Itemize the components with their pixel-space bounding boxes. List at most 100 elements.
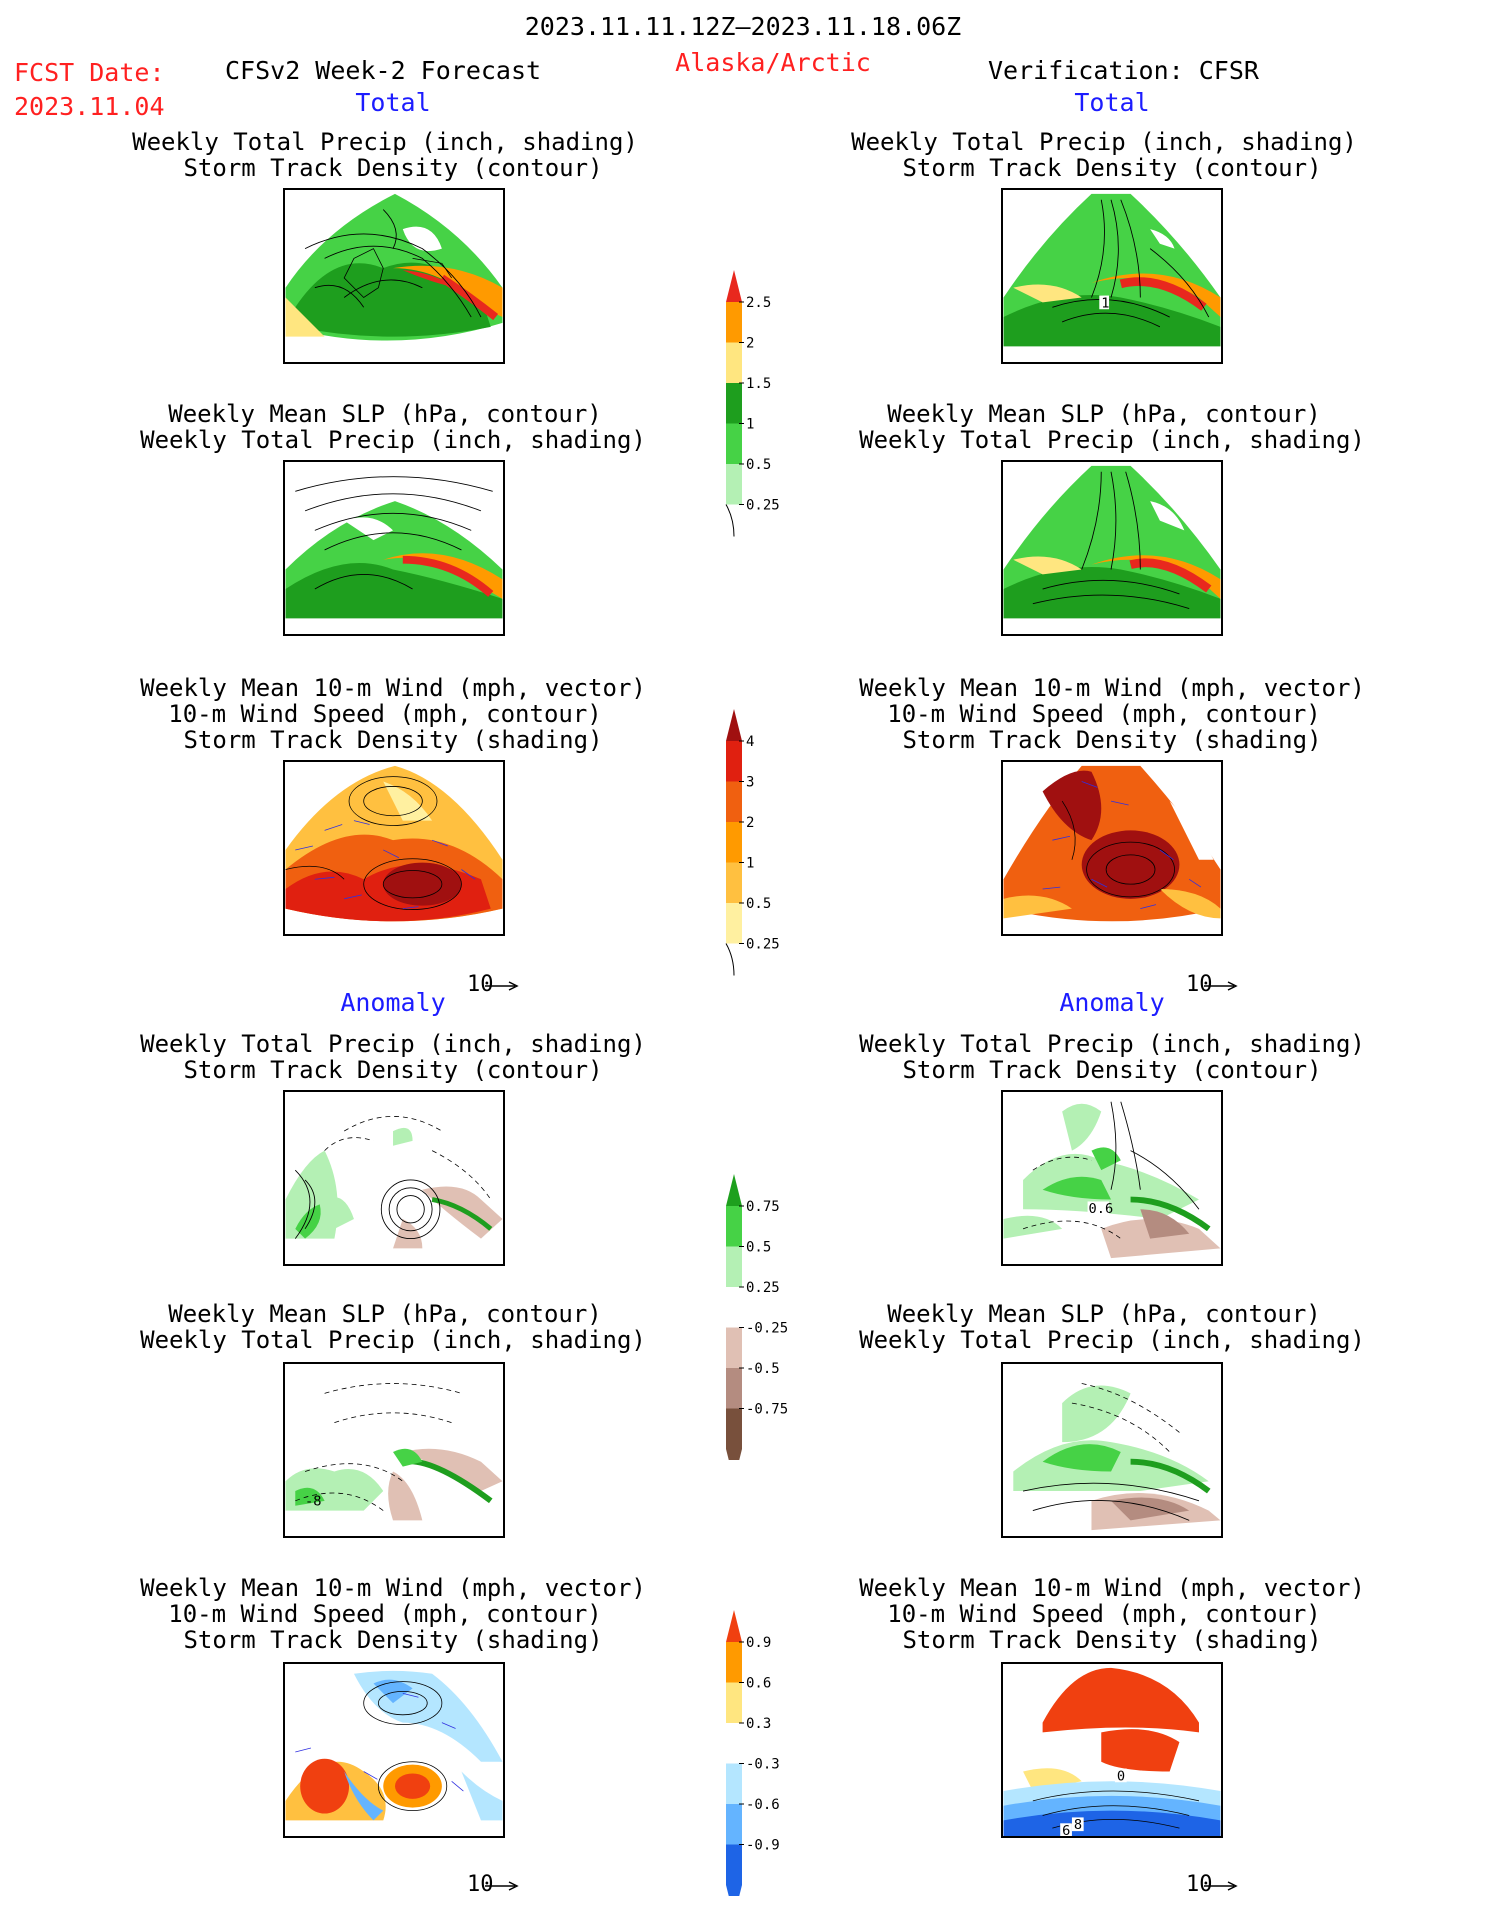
colorbar-storm-total: 4 3 2 1 0.5 0.25	[725, 709, 780, 976]
colorbar-precip-total: 2.5 2 1.5 1 0.5 0.25	[725, 270, 780, 537]
verification-title: Verification: CFSR	[988, 56, 1259, 85]
vector-scale-arrow-icon	[1185, 962, 1238, 994]
vector-scale-label: 10	[467, 1872, 494, 1897]
colorbar-precip-anom: 0.75 0.5 0.25 -0.25 -0.5 -0.75	[726, 1174, 788, 1460]
contour-label: 8	[1074, 1817, 1082, 1833]
colorbar-segment	[726, 1368, 742, 1409]
colorbar-segment	[726, 1642, 742, 1683]
map-fc-anom-precip-storm	[283, 1090, 505, 1266]
panel-title-line: Weekly Mean 10-m Wind (mph, vector)	[140, 674, 646, 702]
panel-title-line: Weekly Total Precip (inch, shading)	[140, 426, 646, 454]
colorbar-tick-label: 1.5	[746, 376, 771, 392]
panel-title-line: Storm Track Density (shading)	[902, 726, 1322, 754]
colorbar-tick-label: -0.9	[746, 1838, 780, 1854]
colorbar-segment	[726, 1246, 742, 1287]
panel-title-line: 10-m Wind Speed (mph, contour)	[887, 1600, 1321, 1628]
colorbar-bottom-end	[725, 504, 735, 537]
vector-scale-label: 10	[1186, 1872, 1213, 1897]
vector-scale-label: 10	[467, 972, 494, 997]
colorbar-segment	[726, 822, 742, 863]
map-vf-anom-precip-storm: 0.6	[1001, 1090, 1223, 1266]
map-vf-total-wind-storm	[1001, 760, 1223, 936]
colorbar-segment	[726, 741, 742, 782]
contour-label: -8	[305, 1494, 321, 1510]
colorbar-tick-label: 0.25	[746, 498, 780, 514]
date-range-title: 2023.11.11.12Z–2023.11.18.06Z	[524, 12, 962, 41]
panel-title-line: 10-m Wind Speed (mph, contour)	[887, 700, 1321, 728]
colorbar-segment	[726, 342, 742, 383]
colorbar-segment	[726, 1206, 742, 1247]
panel-title-line: Weekly Total Precip (inch, shading)	[132, 128, 638, 156]
panel-title-line: Weekly Mean 10-m Wind (mph, vector)	[140, 1574, 646, 1602]
fcst-date-label: FCST Date:	[14, 58, 165, 87]
colorbar-tick-label: 0.9	[746, 1635, 771, 1651]
colorbar-bottom-end	[726, 1449, 742, 1460]
colorbar-top-triangle	[726, 709, 742, 741]
colorbar-segment	[726, 862, 742, 903]
panel-title-line: Weekly Total Precip (inch, shading)	[851, 128, 1357, 156]
contour-label: 1	[1101, 295, 1109, 311]
colorbar-segment	[726, 1408, 742, 1449]
fcst-date-value: 2023.11.04	[14, 92, 165, 121]
panel-title-line: Storm Track Density (shading)	[183, 1626, 603, 1654]
panel-title-line: Storm Track Density (shading)	[902, 1626, 1322, 1654]
colorbar-tick-label: -0.75	[746, 1402, 788, 1418]
colorbar-top-triangle	[726, 270, 742, 302]
colorbar-tick-label: 0.5	[746, 1240, 771, 1256]
colorbar-segment	[726, 1327, 742, 1368]
contour-label: 0	[1117, 1768, 1125, 1784]
colorbar-tick-label: 0.25	[746, 1280, 780, 1296]
colorbar-segment	[726, 781, 742, 822]
colorbar-tick-label: 0.5	[746, 896, 771, 912]
colorbar-tick-label: 2.5	[746, 295, 771, 311]
section-anomaly-right: Anomaly	[1059, 988, 1165, 1017]
colorbar-segment	[726, 1804, 742, 1845]
colorbar-segment	[726, 1287, 742, 1328]
colorbar-segment	[726, 464, 742, 505]
section-total-left: Total	[355, 88, 431, 117]
section-total-right: Total	[1074, 88, 1150, 117]
vector-scale-arrow-icon	[1185, 1862, 1238, 1894]
colorbar-segment	[726, 383, 742, 424]
panel-title-line: Storm Track Density (contour)	[183, 1056, 603, 1084]
colorbar-tick-label: -0.3	[746, 1757, 780, 1773]
panel-title-line: Weekly Mean SLP (hPa, contour)	[887, 1300, 1321, 1328]
section-anomaly-left: Anomaly	[340, 988, 446, 1017]
contour-label: 6	[1062, 1823, 1070, 1836]
colorbar-tick-label: 0.6	[746, 1676, 771, 1692]
colorbar-tick-label: 1	[746, 417, 754, 433]
panel-title-line: Weekly Mean SLP (hPa, contour)	[168, 400, 602, 428]
colorbar-tick-label: 3	[746, 775, 754, 791]
map-vf-anom-slp-precip	[1001, 1362, 1223, 1538]
panel-title-line: Weekly Mean SLP (hPa, contour)	[168, 1300, 602, 1328]
panel-title-line: Weekly Mean 10-m Wind (mph, vector)	[859, 1574, 1365, 1602]
vector-scale-label: 10	[1186, 972, 1213, 997]
panel-title-line: 10-m Wind Speed (mph, contour)	[168, 1600, 602, 1628]
map-fc-total-slp-precip	[283, 460, 505, 636]
forecast-title: CFSv2 Week-2 Forecast	[225, 56, 542, 85]
colorbar-tick-label: -0.6	[746, 1797, 780, 1813]
panel-title-line: 10-m Wind Speed (mph, contour)	[168, 700, 602, 728]
colorbar-top-triangle	[726, 1610, 742, 1642]
colorbar-bottom-end	[725, 943, 735, 976]
colorbar-tick-label: 2	[746, 815, 754, 831]
colorbar-segment	[726, 423, 742, 464]
panel-title-line: Storm Track Density (contour)	[902, 1056, 1322, 1084]
map-vf-total-precip-storm: 1	[1001, 188, 1223, 364]
panel-title-line: Weekly Mean 10-m Wind (mph, vector)	[859, 674, 1365, 702]
colorbar-tick-label: -0.5	[746, 1361, 780, 1377]
colorbar-tick-label: -0.25	[746, 1321, 788, 1337]
region-title: Alaska/Arctic	[675, 48, 871, 77]
contour-label: 0.6	[1089, 1201, 1114, 1217]
vector-scale-arrow-icon	[466, 1862, 519, 1894]
map-fc-anom-wind-storm	[283, 1662, 505, 1838]
map-fc-anom-slp-precip: -8	[283, 1362, 505, 1538]
vector-scale-arrow-icon	[466, 962, 519, 994]
colorbar-tick-label: 0.3	[746, 1716, 771, 1732]
colorbar-segment	[726, 302, 742, 343]
panel-title-line: Storm Track Density (shading)	[183, 726, 603, 754]
panel-title-line: Weekly Total Precip (inch, shading)	[859, 1030, 1365, 1058]
panel-title-line: Storm Track Density (contour)	[902, 154, 1322, 182]
colorbar-tick-label: 1	[746, 856, 754, 872]
colorbar-tick-label: 0.75	[746, 1199, 780, 1215]
